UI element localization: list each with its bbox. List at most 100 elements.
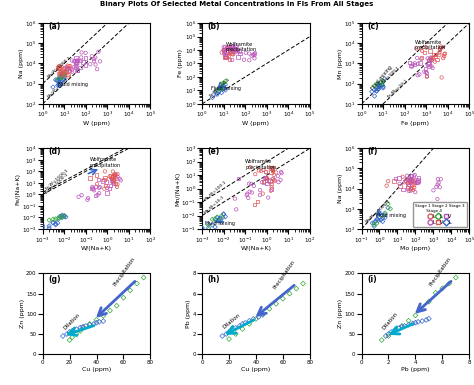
Point [55,215,63,221]
Point [93,317,100,323]
Point [55,82,63,89]
Point [381,214,389,221]
Point [264,177,272,183]
Point [55,82,63,88]
Point [220,85,228,91]
Point [198,226,206,232]
Point [421,66,429,72]
Y-axis label: Fe/(Na+K): Fe/(Na+K) [16,172,21,205]
Y-axis label: Na (ppm): Na (ppm) [337,174,343,203]
X-axis label: Cu (ppm): Cu (ppm) [82,367,111,372]
Point [414,72,421,78]
Text: (b): (b) [208,22,220,31]
Point [63,68,70,74]
Point [225,329,233,335]
Point [111,173,118,179]
Point [86,61,94,67]
Point [406,177,414,184]
Point [410,187,417,193]
Point [54,76,62,82]
Point [373,88,380,94]
Point [133,280,141,286]
Point [260,178,267,184]
Point [82,55,89,61]
Point [82,50,90,56]
Point [237,50,244,56]
Point [64,66,72,72]
Point [411,320,419,326]
Point [246,321,253,327]
Point [370,220,378,226]
Point [89,184,96,190]
Point [279,296,287,302]
Point [213,214,221,221]
Point [226,45,234,51]
Point [112,172,120,178]
Point [62,214,70,220]
Point [414,319,422,325]
Point [370,223,378,229]
Point [395,325,403,331]
Point [433,57,441,63]
X-axis label: Pb (ppm): Pb (ppm) [401,367,429,372]
Point [219,84,227,90]
Point [59,76,67,82]
Point [427,56,435,62]
Point [57,74,64,80]
Point [228,327,236,333]
Point [227,49,235,55]
Y-axis label: Zn (ppm): Zn (ppm) [19,299,25,328]
Point [403,185,411,191]
Point [74,67,82,73]
Point [68,67,75,73]
Point [229,51,237,57]
Point [95,190,103,196]
Point [248,189,255,196]
Point [428,54,436,60]
Point [55,65,63,71]
Point [406,177,413,183]
Point [213,87,221,93]
Point [49,84,57,90]
Point [64,66,71,72]
Point [58,70,66,77]
Point [437,176,445,182]
Point [426,48,434,54]
Point [63,66,70,72]
Point [263,176,270,182]
Y-axis label: Zn (ppm): Zn (ppm) [338,299,343,328]
Point [230,45,238,52]
Point [82,323,90,329]
Point [374,86,382,92]
Point [100,176,108,182]
Point [262,174,269,181]
Point [57,82,64,88]
Point [59,333,67,339]
Text: Na:W=1000:1: Na:W=1000:1 [46,55,72,79]
Point [67,65,74,72]
Y-axis label: Na (ppm): Na (ppm) [18,49,24,78]
Point [372,218,379,224]
Point [58,212,66,218]
Point [436,184,444,190]
Point [103,185,111,191]
Point [271,177,279,184]
Point [411,312,419,318]
Point [440,51,448,57]
Point [255,167,263,174]
Point [235,175,242,181]
Point [220,211,228,217]
Point [434,196,441,202]
Point [266,165,274,171]
Point [269,167,277,174]
Point [406,59,413,65]
Point [56,65,64,72]
Point [119,295,127,301]
Point [116,176,124,182]
Point [412,45,420,52]
Point [410,173,418,179]
Point [392,175,400,181]
Point [428,64,435,70]
Point [95,185,103,191]
Point [431,54,439,60]
